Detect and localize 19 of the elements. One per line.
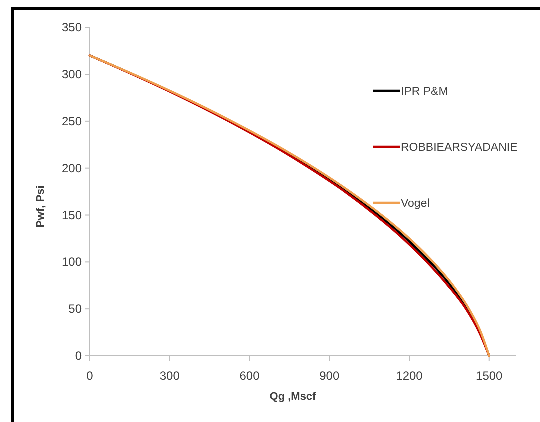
y-tick-label: 0	[75, 349, 82, 363]
x-tick-label: 0	[86, 369, 94, 383]
y-axis-title: Pwf, Psi	[35, 186, 47, 228]
y-tick-label: 250	[62, 114, 82, 128]
legend-label: IPR P&M	[401, 86, 448, 98]
y-tick-label: 200	[62, 161, 82, 176]
x-tick-label: 600	[240, 369, 260, 383]
y-tick-label: 100	[62, 255, 82, 270]
x-tick-label: 900	[320, 369, 340, 383]
x-axis-title: Qg ,Mscf	[270, 391, 317, 403]
y-tick-label: 150	[62, 208, 82, 222]
y-tick-label: 50	[68, 302, 82, 316]
legend-label: Vogel	[401, 198, 430, 210]
y-tick-label: 350	[62, 20, 82, 35]
y-tick-label: 300	[62, 68, 82, 82]
x-tick-label: 1200	[396, 369, 424, 383]
x-tick-label: 300	[160, 369, 180, 383]
x-tick-label: 1500	[476, 369, 504, 383]
legend-label: ROBBIEARSYADANIE	[401, 142, 518, 154]
